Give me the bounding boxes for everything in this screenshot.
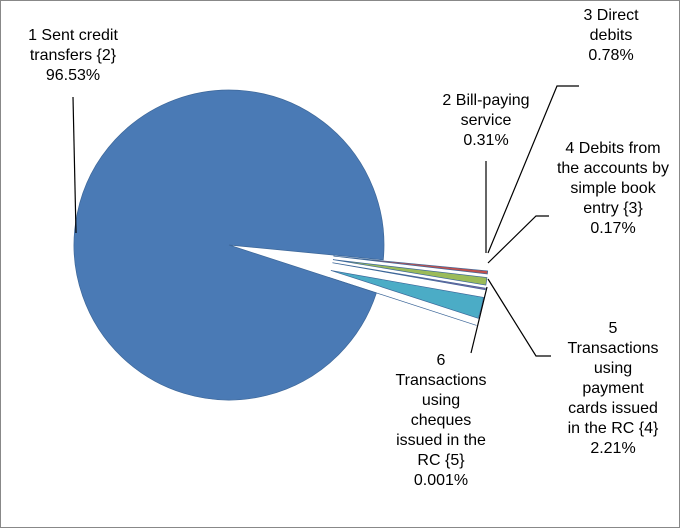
slice-label: 3 Direct debits 0.78%: [566, 6, 656, 66]
value-label: 0.17%: [590, 220, 636, 237]
category-label: 1 Sent credit transfers {2}: [28, 27, 118, 64]
slice-label: 4 Debits from the accounts by simple boo…: [553, 139, 673, 239]
pie-slice: [333, 255, 489, 275]
slice-label: 6 Transactions using cheques issued in t…: [391, 351, 491, 491]
slice-label: 5 Transactions using payment cards issue…: [563, 319, 663, 459]
leader-line: [470, 286, 488, 354]
value-label: 0.001%: [413, 472, 469, 489]
category-label: 6 Transactions using cheques issued in t…: [395, 352, 487, 469]
pie-slice: [73, 89, 385, 401]
leader-line: [72, 96, 77, 234]
slice-label: 2 Bill-paying service 0.31%: [431, 91, 541, 151]
value-label: 2.21%: [590, 440, 636, 457]
category-label: 3 Direct debits: [583, 7, 639, 44]
pie-slice: [332, 259, 488, 286]
pie-slice: [332, 262, 486, 291]
slice-label: 1 Sent credit transfers {2} 96.53%: [8, 26, 138, 86]
category-label: 5 Transactions using payment cards issue…: [567, 320, 659, 437]
leader-line: [487, 278, 551, 357]
category-label: 4 Debits from the accounts by simple boo…: [556, 140, 670, 217]
category-label: 2 Bill-paying service: [442, 92, 530, 129]
pie-slice: [330, 270, 484, 319]
value-label: 0.31%: [463, 132, 509, 149]
leader-line: [487, 215, 549, 264]
value-label: 96.53%: [45, 67, 101, 84]
value-label: 0.78%: [588, 47, 634, 64]
leader-line: [487, 85, 579, 254]
pie-slice: [328, 277, 477, 326]
